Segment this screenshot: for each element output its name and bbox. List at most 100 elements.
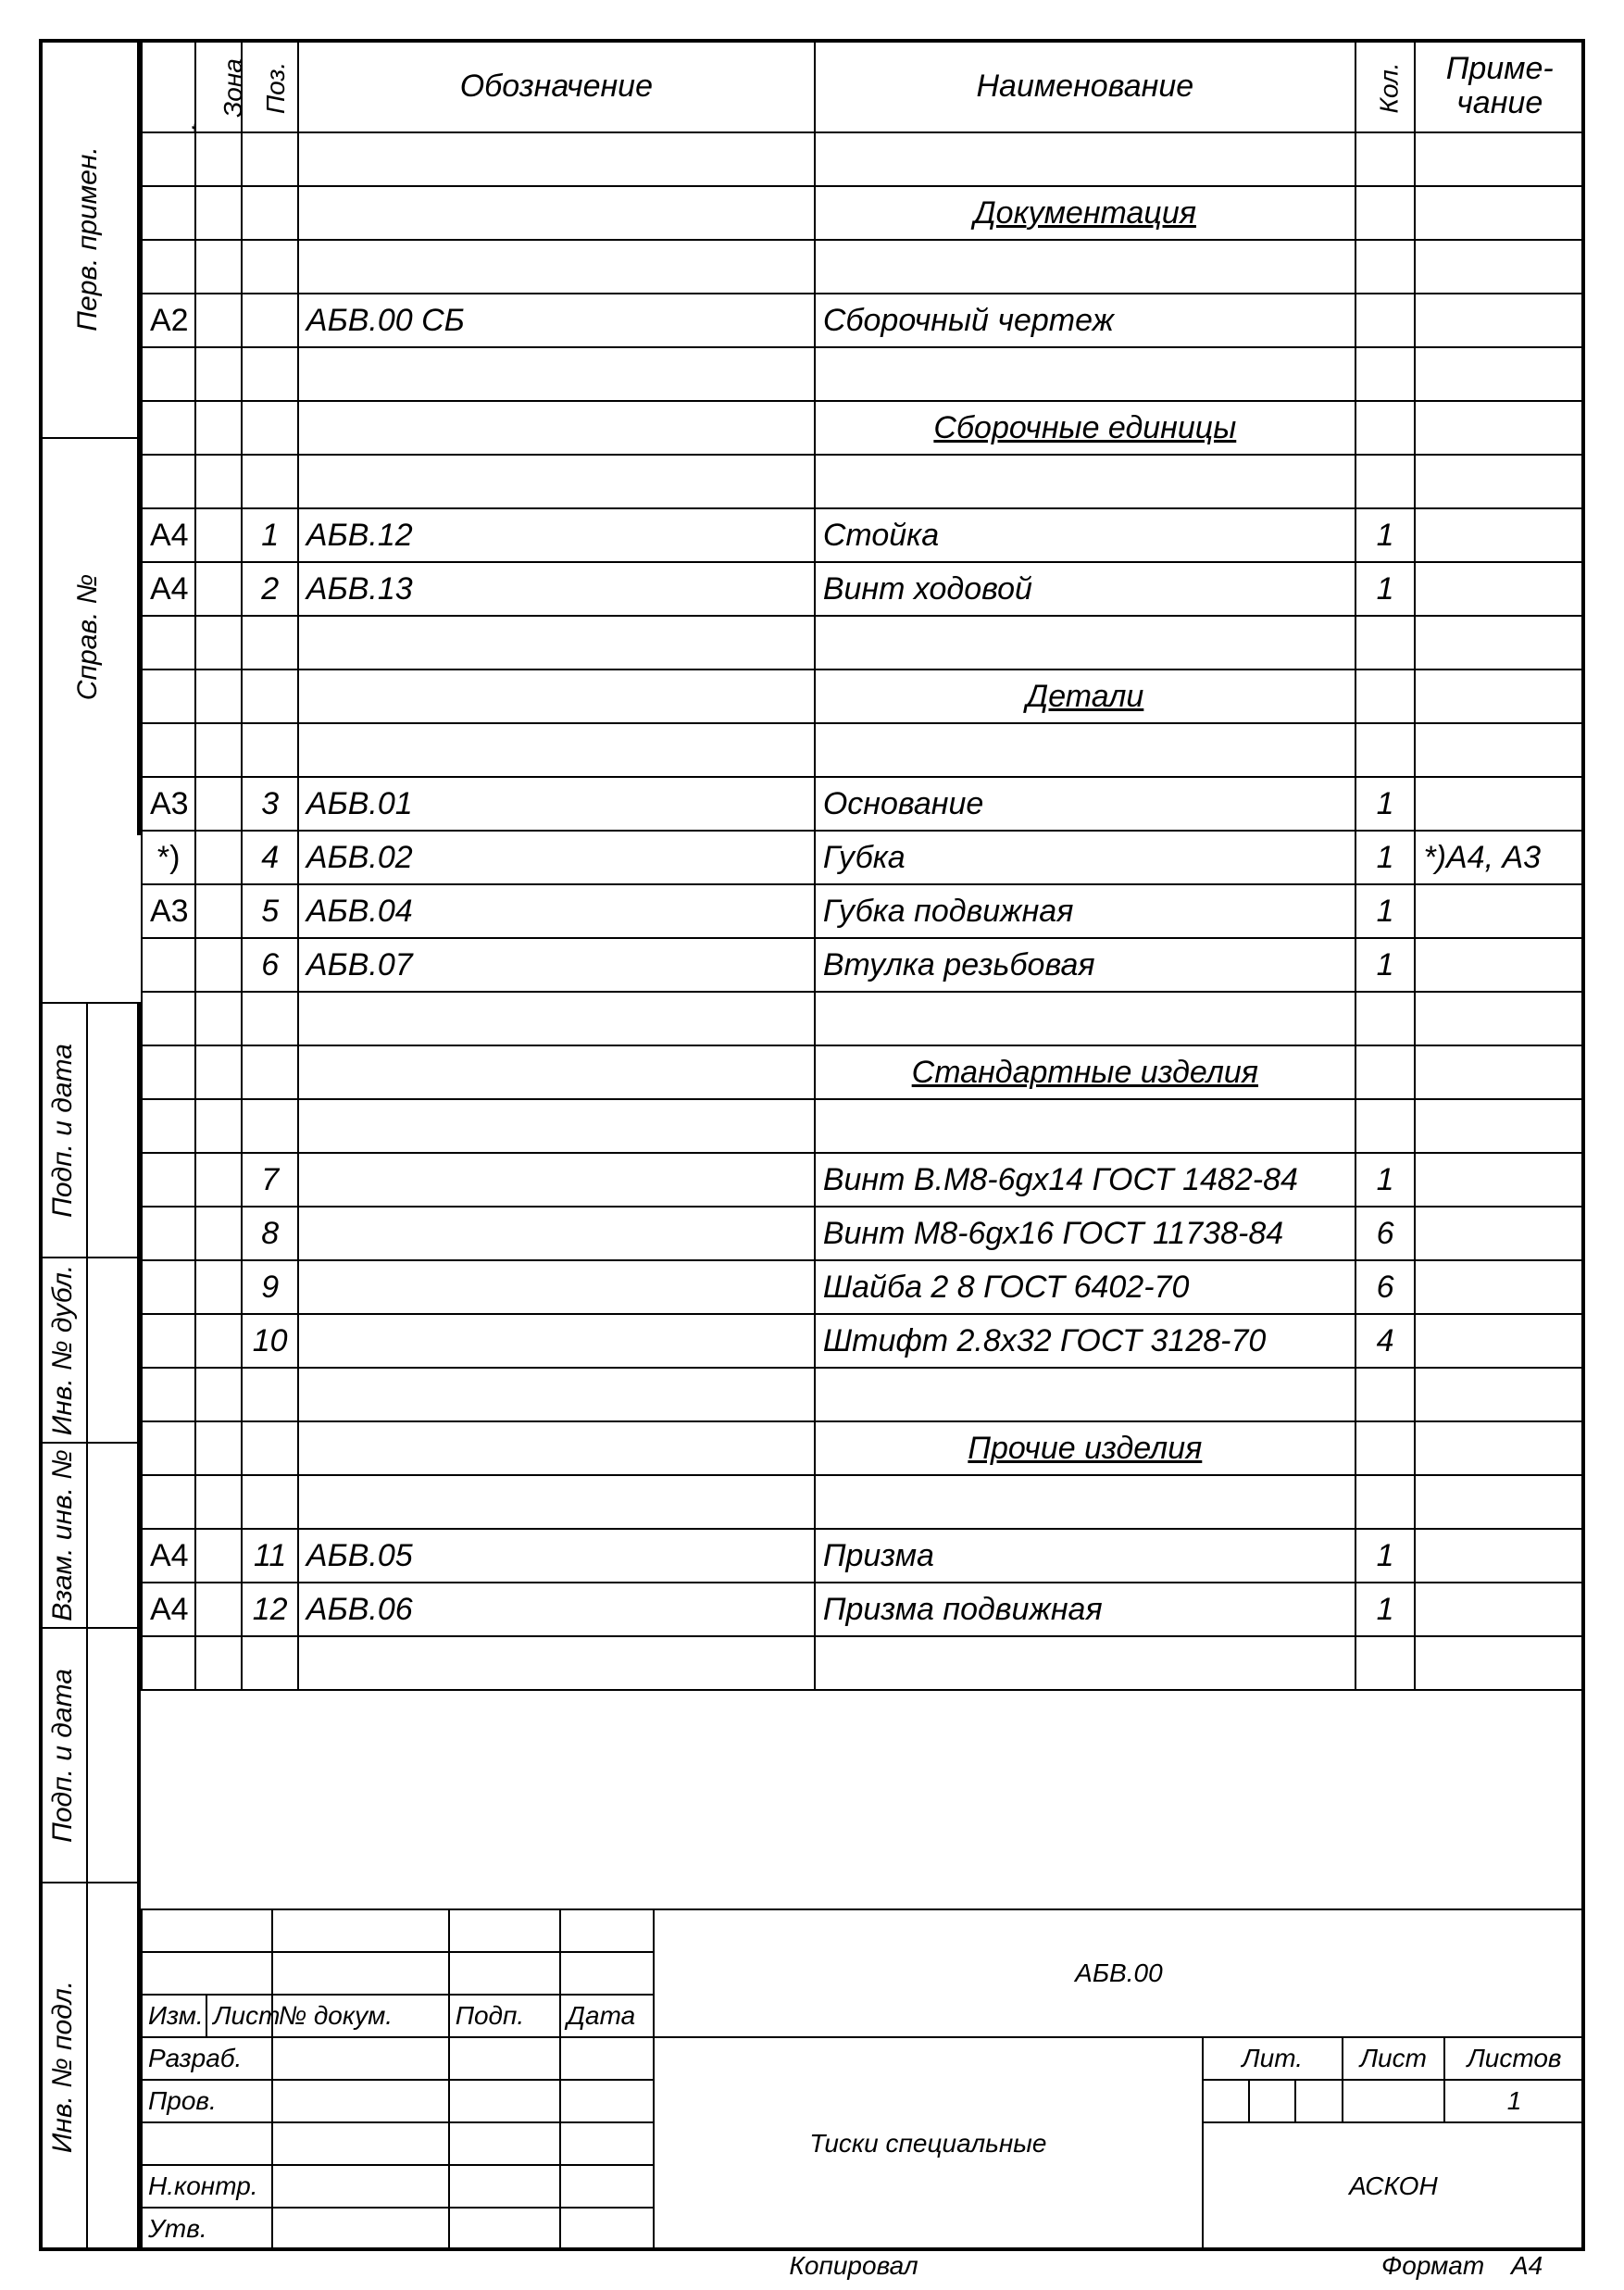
- cell-zone: [195, 132, 242, 186]
- cell-qty: [1355, 1636, 1416, 1690]
- cell-pos: [242, 186, 297, 240]
- cell-desig: [298, 1368, 815, 1421]
- cell-name: Губка подвижная: [815, 884, 1355, 938]
- cell-format: [142, 1207, 195, 1260]
- cell-qty: 1: [1355, 831, 1416, 884]
- cell-zone: [195, 347, 242, 401]
- cell-qty: 4: [1355, 1314, 1416, 1368]
- cell-name: Шайба 2 8 ГОСТ 6402-70: [815, 1260, 1355, 1314]
- cell-name: Сборочный чертеж: [815, 294, 1355, 347]
- cell-qty: 1: [1355, 1153, 1416, 1207]
- table-row: Прочие изделия: [142, 1421, 1584, 1475]
- cell-zone: [195, 831, 242, 884]
- cell-name: Винт В.М8-6gx14 ГОСТ 1482-84: [815, 1153, 1355, 1207]
- cell-format: А3: [142, 884, 195, 938]
- side-sprav-no: Справ. №: [39, 437, 141, 835]
- drawing-area: Перв. примен. Справ. № Подп. и дата Инв.…: [39, 39, 1585, 2251]
- cell-format: *): [142, 831, 195, 884]
- table-row: [142, 1099, 1584, 1153]
- cell-format: [142, 401, 195, 455]
- cell-name: Прочие изделия: [815, 1421, 1355, 1475]
- cell-qty: [1355, 347, 1416, 401]
- cell-qty: [1355, 1368, 1416, 1421]
- cell-desig: [298, 1153, 815, 1207]
- cell-qty: 1: [1355, 938, 1416, 992]
- cell-qty: [1355, 1045, 1416, 1099]
- lbl-listov: Листов: [1444, 2037, 1584, 2080]
- cell-note: [1415, 1529, 1584, 1583]
- table-row: [142, 1636, 1584, 1690]
- cell-desig: [298, 1260, 815, 1314]
- cell-zone: [195, 1153, 242, 1207]
- lbl-list2: Лист: [1343, 2037, 1445, 2080]
- cell-note: [1415, 1475, 1584, 1529]
- side-perv-primen: Перв. примен.: [39, 39, 141, 437]
- cell-name: [815, 616, 1355, 669]
- cell-zone: [195, 186, 242, 240]
- cell-zone: [195, 938, 242, 992]
- cell-name: [815, 723, 1355, 777]
- cell-name: Стойка: [815, 508, 1355, 562]
- cell-name: [815, 1099, 1355, 1153]
- cell-qty: [1355, 992, 1416, 1045]
- cell-note: [1415, 294, 1584, 347]
- hdr-format: Формат: [142, 40, 195, 132]
- cell-pos: [242, 1421, 297, 1475]
- cell-pos: [242, 1099, 297, 1153]
- cell-pos: [242, 992, 297, 1045]
- title-block-table: АБВ.00 Изм. Лист № докум. Подп. Дата Раз…: [141, 1908, 1585, 2251]
- cell-qty: [1355, 455, 1416, 508]
- spec-table: Формат Зона Поз. Обозначение Наименовани…: [141, 39, 1585, 1691]
- cell-qty: 6: [1355, 1260, 1416, 1314]
- cell-pos: [242, 240, 297, 294]
- cell-pos: 3: [242, 777, 297, 831]
- cell-format: [142, 186, 195, 240]
- cell-pos: 6: [242, 938, 297, 992]
- cell-zone: [195, 401, 242, 455]
- table-row: А35АБВ.04Губка подвижная1: [142, 884, 1584, 938]
- cell-zone: [195, 884, 242, 938]
- cell-pos: [242, 1045, 297, 1099]
- table-row: А2АБВ.00 СБСборочный чертеж: [142, 294, 1584, 347]
- lbl-list: Лист: [206, 1995, 271, 2037]
- cell-name: [815, 1368, 1355, 1421]
- cell-desig: АБВ.02: [298, 831, 815, 884]
- cell-pos: [242, 455, 297, 508]
- cell-qty: 6: [1355, 1207, 1416, 1260]
- cell-pos: 2: [242, 562, 297, 616]
- footer-format-label: Формат: [1381, 2251, 1511, 2283]
- cell-zone: [195, 455, 242, 508]
- lbl-podp: Подп.: [449, 1995, 561, 2037]
- table-row: *)4АБВ.02Губка1*)А4, А3: [142, 831, 1584, 884]
- cell-desig: [298, 1207, 815, 1260]
- table-row: 9Шайба 2 8 ГОСТ 6402-706: [142, 1260, 1584, 1314]
- cell-format: [142, 347, 195, 401]
- cell-qty: [1355, 1475, 1416, 1529]
- cell-qty: [1355, 186, 1416, 240]
- cell-name: Винт ходовой: [815, 562, 1355, 616]
- cell-format: А4: [142, 1583, 195, 1636]
- cell-format: [142, 1421, 195, 1475]
- cell-name: [815, 992, 1355, 1045]
- cell-zone: [195, 240, 242, 294]
- cell-desig: [298, 1636, 815, 1690]
- hdr-name: Наименование: [815, 40, 1355, 132]
- cell-format: [142, 669, 195, 723]
- cell-pos: 10: [242, 1314, 297, 1368]
- table-row: А412АБВ.06Призма подвижная1: [142, 1583, 1584, 1636]
- cell-name: Призма: [815, 1529, 1355, 1583]
- cell-note: [1415, 508, 1584, 562]
- cell-zone: [195, 508, 242, 562]
- cell-note: [1415, 669, 1584, 723]
- cell-format: [142, 1636, 195, 1690]
- footer-copied: Копировал: [715, 2251, 993, 2283]
- cell-desig: [298, 1421, 815, 1475]
- cell-qty: 1: [1355, 508, 1416, 562]
- cell-name: Стандартные изделия: [815, 1045, 1355, 1099]
- side-label: Перв. примен.: [72, 146, 104, 331]
- cell-note: [1415, 1260, 1584, 1314]
- cell-format: А3: [142, 777, 195, 831]
- table-row: [142, 992, 1584, 1045]
- cell-name: [815, 347, 1355, 401]
- cell-note: [1415, 992, 1584, 1045]
